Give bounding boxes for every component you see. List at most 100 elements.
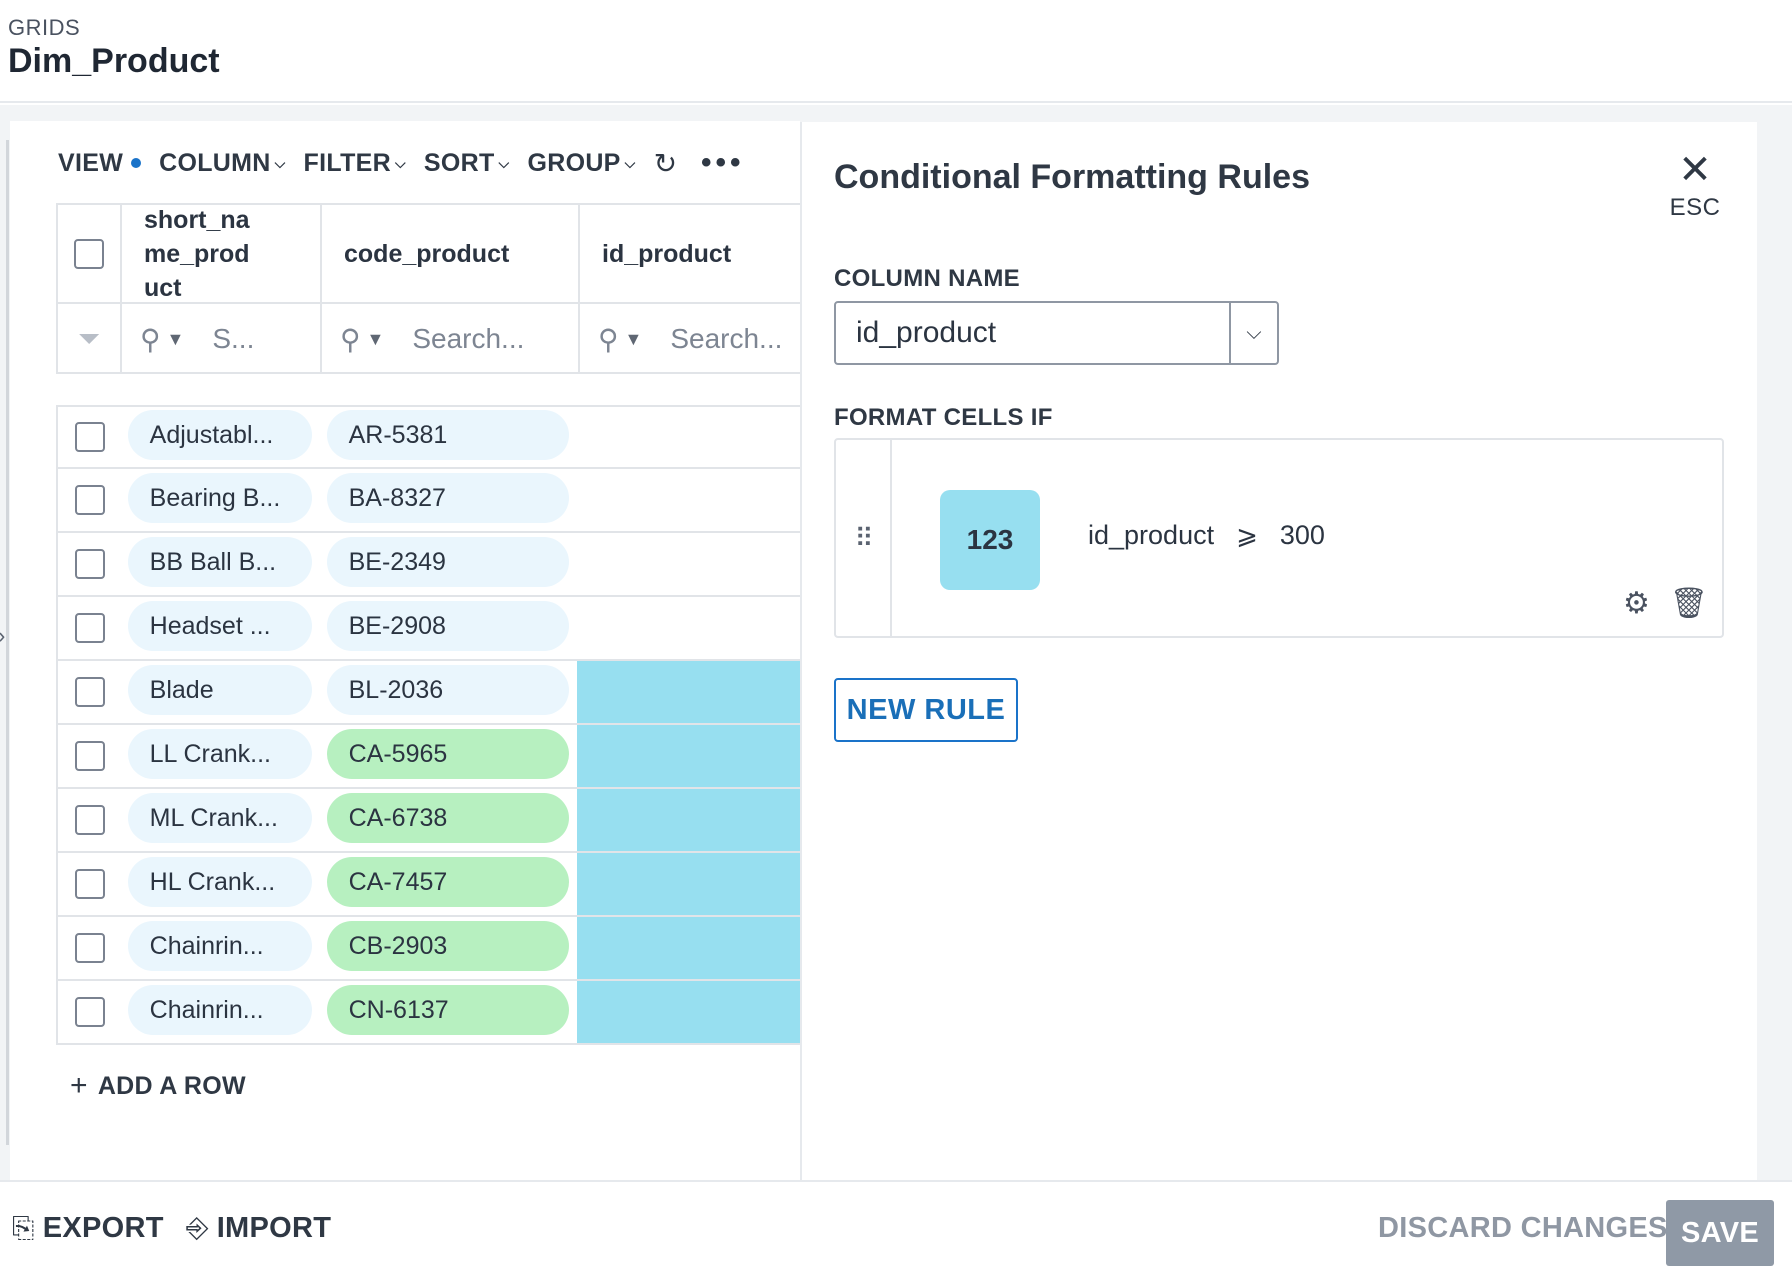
- cell-id[interactable]: [577, 469, 800, 531]
- search-field-short-name[interactable]: ⚲ ▼ S...: [122, 304, 322, 374]
- table-row[interactable]: HL Crank... CA-7457: [56, 853, 800, 917]
- cell-id-highlighted[interactable]: [577, 853, 800, 915]
- row-checkbox[interactable]: [74, 485, 105, 515]
- cell-code[interactable]: CN-6137: [326, 984, 569, 1035]
- page-title: Dim_Product: [8, 42, 220, 80]
- column-header-short-name-product[interactable]: short_na me_prod uct: [122, 205, 322, 302]
- table-row[interactable]: BB Ball B... BE-2349: [56, 533, 800, 597]
- cell-short-name[interactable]: Headset ...: [127, 600, 312, 651]
- cell-id[interactable]: [577, 533, 800, 595]
- table-row[interactable]: Adjustabl... AR-5381: [56, 405, 800, 469]
- cell-code[interactable]: CA-5965: [326, 728, 569, 779]
- row-checkbox[interactable]: [74, 997, 105, 1027]
- column-menu[interactable]: COLUMN ⌵: [159, 149, 285, 178]
- filter-menu[interactable]: FILTER ⌵: [304, 149, 406, 178]
- rule-card: ⠿ 123 id_product ⩾ 300 ⚙ 🗑: [834, 438, 1724, 638]
- page-header: GRIDS Dim_Product: [0, 0, 1792, 103]
- cell-code[interactable]: BE-2349: [326, 536, 569, 587]
- more-options-icon[interactable]: •••: [701, 146, 745, 179]
- close-icon: ✕: [1678, 148, 1712, 192]
- format-cells-if-label: FORMAT CELLS IF: [834, 404, 1053, 431]
- cell-short-name[interactable]: LL Crank...: [127, 728, 312, 779]
- cell-code[interactable]: CA-7457: [326, 856, 569, 907]
- table-row[interactable]: Chainrin... CB-2903: [56, 917, 800, 981]
- table-row[interactable]: LL Crank... CA-5965: [56, 725, 800, 789]
- cell-short-name[interactable]: Blade: [127, 664, 312, 715]
- row-checkbox[interactable]: [74, 549, 105, 579]
- cell-code[interactable]: AR-5381: [326, 409, 569, 460]
- sidebar-collapse-rail[interactable]: [6, 140, 9, 1145]
- dropdown-triangle-icon[interactable]: ▼: [366, 328, 385, 349]
- cell-short-name[interactable]: Chainrin...: [127, 984, 312, 1035]
- cell-id-highlighted[interactable]: [577, 981, 800, 1043]
- row-checkbox[interactable]: [74, 869, 105, 899]
- discard-changes-button[interactable]: DISCARD CHANGES: [1378, 1212, 1668, 1244]
- row-checkbox[interactable]: [74, 933, 105, 963]
- import-button[interactable]: ⎆ IMPORT: [186, 1212, 331, 1245]
- chevron-down-icon: ⌵: [498, 154, 510, 171]
- search-field-id-product[interactable]: ⚲ ▼ Search...: [580, 304, 800, 374]
- cell-short-name[interactable]: Adjustabl...: [127, 409, 312, 460]
- select-all-checkbox[interactable]: [74, 238, 104, 269]
- drag-handle-icon[interactable]: ⠿: [836, 440, 892, 636]
- table-row[interactable]: Headset ... BE-2908: [56, 597, 800, 661]
- group-menu[interactable]: GROUP ⌵: [527, 149, 635, 178]
- table-row[interactable]: Blade BL-2036: [56, 661, 800, 725]
- sort-label: SORT: [423, 148, 495, 177]
- search-placeholder: S...: [212, 323, 255, 354]
- cell-id-highlighted[interactable]: [577, 661, 800, 723]
- column-header-id-product[interactable]: id_product: [602, 239, 732, 268]
- cell-short-name[interactable]: Bearing B...: [127, 472, 312, 523]
- dropdown-triangle-icon[interactable]: ▼: [624, 328, 643, 349]
- column-name-select[interactable]: id_product ⌵: [834, 301, 1279, 365]
- export-label: EXPORT: [42, 1212, 164, 1244]
- cell-code[interactable]: CA-6738: [326, 792, 569, 843]
- trash-icon[interactable]: 🗑: [1669, 587, 1708, 620]
- row-checkbox[interactable]: [74, 677, 105, 707]
- column-header-code-product[interactable]: code_product: [322, 205, 580, 302]
- row-checkbox[interactable]: [74, 805, 105, 835]
- dropdown-triangle-icon[interactable]: ▼: [166, 328, 185, 349]
- cell-code[interactable]: BL-2036: [326, 664, 569, 715]
- search-placeholder: Search...: [412, 323, 525, 354]
- row-checkbox[interactable]: [74, 422, 105, 452]
- cell-id-highlighted[interactable]: [577, 725, 800, 787]
- table-row[interactable]: Bearing B... BA-8327: [56, 469, 800, 533]
- rule-operator: ⩾: [1236, 520, 1258, 550]
- cell-code[interactable]: CB-2903: [326, 920, 569, 971]
- cell-code[interactable]: BA-8327: [326, 472, 569, 523]
- cell-short-name[interactable]: HL Crank...: [127, 856, 312, 907]
- export-button[interactable]: ⎘ EXPORT: [12, 1212, 164, 1245]
- table-row[interactable]: Chainrin... CN-6137: [56, 981, 800, 1045]
- cell-id-highlighted[interactable]: [577, 789, 800, 851]
- search-icon: ⚲: [598, 323, 619, 355]
- cell-id[interactable]: [577, 406, 800, 468]
- row-checkbox[interactable]: [74, 613, 105, 643]
- filter-icon[interactable]: ⏷: [58, 304, 122, 374]
- cell-short-name[interactable]: Chainrin...: [127, 920, 312, 971]
- grid-panel: VIEW COLUMN ⌵ FILTER ⌵ SORT ⌵ GROUP ⌵ ↻ …: [10, 121, 800, 1185]
- cell-short-name[interactable]: ML Crank...: [127, 792, 312, 843]
- gear-icon[interactable]: ⚙: [1623, 587, 1650, 620]
- row-checkbox[interactable]: [74, 741, 105, 771]
- sort-menu[interactable]: SORT ⌵: [424, 149, 510, 178]
- view-menu[interactable]: VIEW: [58, 149, 142, 178]
- search-placeholder: Search...: [670, 323, 783, 354]
- chevron-down-icon[interactable]: ⌵: [1229, 303, 1277, 363]
- cell-id-highlighted[interactable]: [577, 917, 800, 979]
- new-rule-button[interactable]: NEW RULE: [834, 678, 1018, 742]
- close-button[interactable]: ✕ ESC: [1660, 150, 1730, 222]
- add-row-button[interactable]: + ADD A ROW: [70, 1069, 246, 1103]
- grid-toolbar: VIEW COLUMN ⌵ FILTER ⌵ SORT ⌵ GROUP ⌵ ↻ …: [58, 143, 745, 183]
- refresh-icon[interactable]: ↻: [653, 147, 678, 179]
- search-icon: ⚲: [340, 323, 361, 355]
- cell-short-name[interactable]: BB Ball B...: [127, 536, 312, 587]
- table-row[interactable]: ML Crank... CA-6738: [56, 789, 800, 853]
- expand-chevron-icon[interactable]: ›: [0, 623, 5, 649]
- table-body: Adjustabl... AR-5381 Bearing B... BA-832…: [56, 405, 800, 1045]
- column-label: COLUMN: [159, 148, 271, 177]
- search-field-code-product[interactable]: ⚲ ▼ Search...: [322, 304, 580, 374]
- cell-id[interactable]: [577, 597, 800, 659]
- save-button[interactable]: SAVE: [1666, 1200, 1774, 1266]
- cell-code[interactable]: BE-2908: [326, 600, 569, 651]
